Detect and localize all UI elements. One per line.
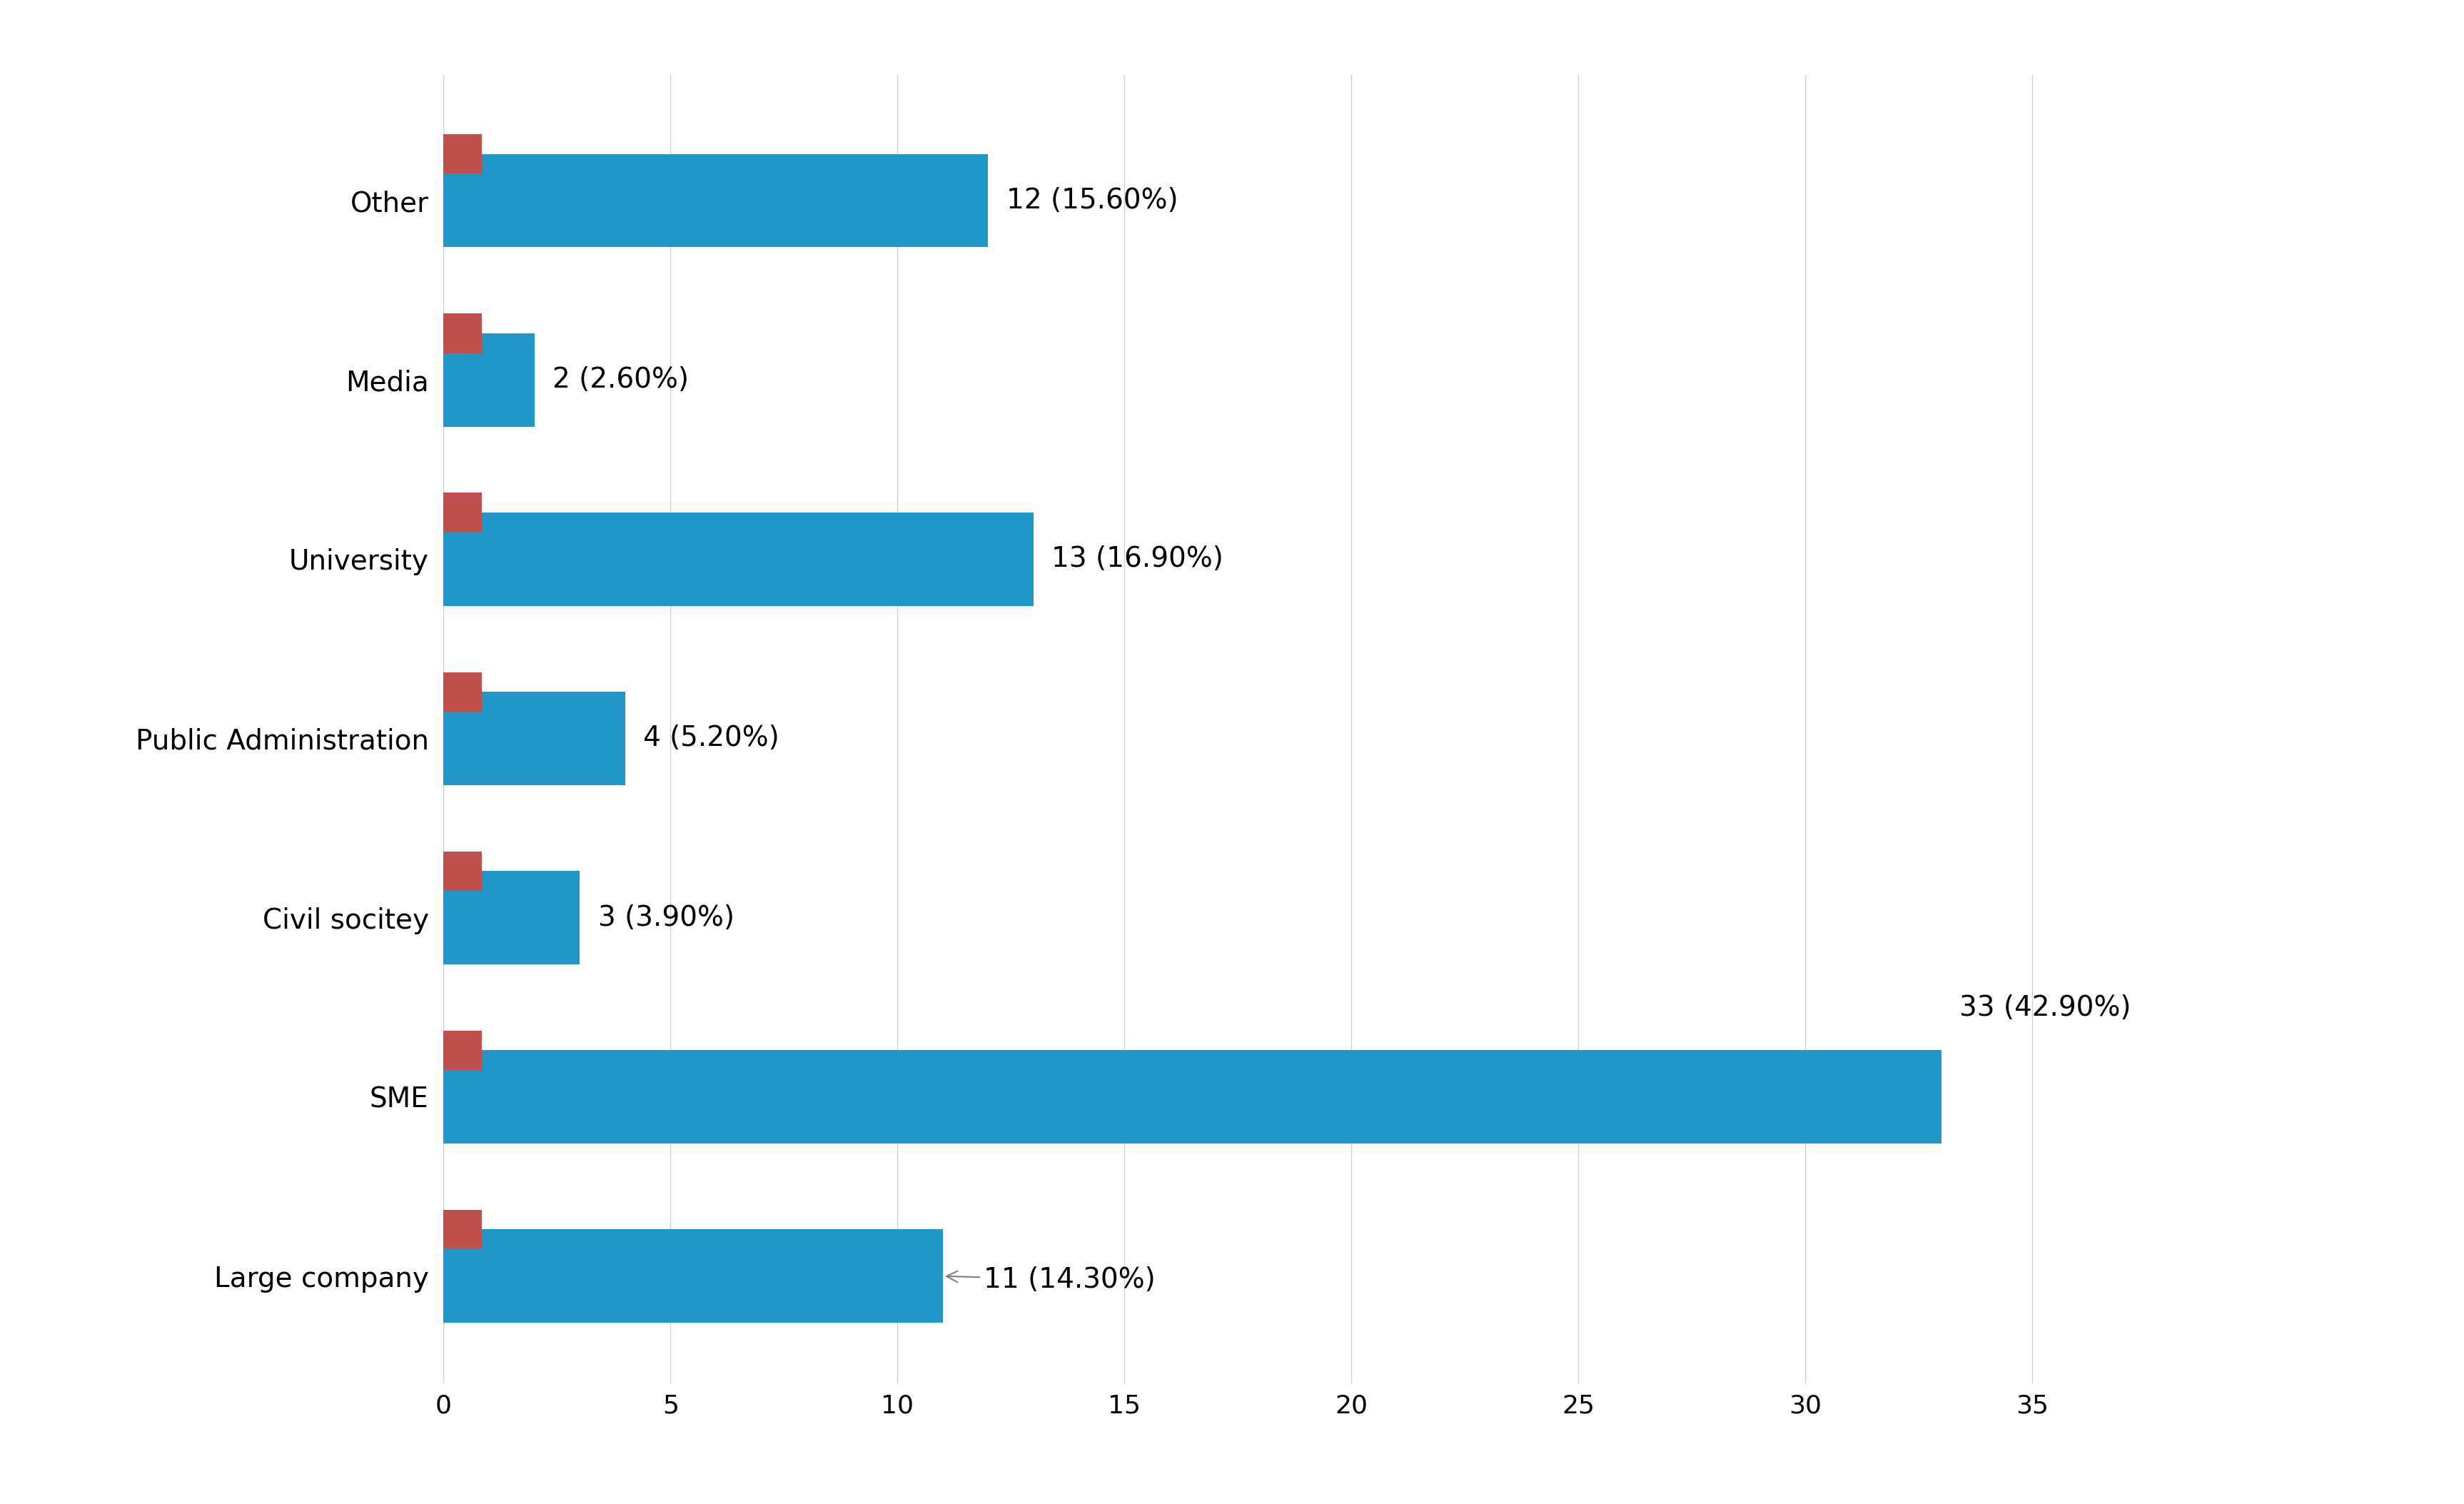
Text: 2 (2.60%): 2 (2.60%): [552, 367, 690, 394]
Bar: [444, 1050, 1942, 1143]
Bar: [444, 672, 483, 711]
Bar: [444, 513, 1032, 606]
Bar: [444, 1230, 944, 1322]
Text: 13 (16.90%): 13 (16.90%): [1052, 546, 1225, 573]
Bar: [444, 493, 483, 532]
Text: 12 (15.60%): 12 (15.60%): [1005, 186, 1178, 214]
Bar: [444, 692, 626, 785]
Text: 4 (5.20%): 4 (5.20%): [643, 725, 779, 752]
Bar: [444, 314, 483, 353]
Bar: [444, 334, 535, 427]
Text: 3 (3.90%): 3 (3.90%): [599, 904, 734, 931]
Text: 33 (42.90%): 33 (42.90%): [1959, 994, 2131, 1021]
Bar: [444, 851, 483, 890]
Bar: [444, 1030, 483, 1069]
Bar: [444, 153, 988, 247]
Bar: [444, 871, 579, 964]
Bar: [444, 1209, 483, 1250]
Bar: [444, 134, 483, 174]
Text: 11 (14.30%): 11 (14.30%): [946, 1266, 1156, 1293]
